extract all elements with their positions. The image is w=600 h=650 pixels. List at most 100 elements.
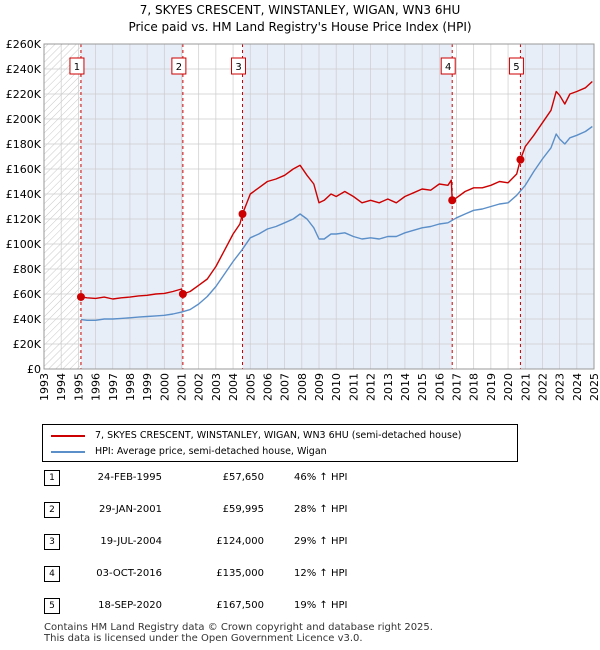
x-tick-label: 2020 bbox=[502, 373, 515, 401]
legend-swatch-property bbox=[51, 434, 85, 437]
footer-copyright: Contains HM Land Registry data © Crown c… bbox=[44, 622, 433, 633]
x-tick-label: 2008 bbox=[296, 373, 309, 401]
x-tick-label: 2019 bbox=[485, 373, 498, 401]
sale-label-box bbox=[69, 57, 85, 75]
x-tick-label: 2006 bbox=[261, 373, 274, 401]
sale-band bbox=[242, 44, 453, 369]
sale-point bbox=[178, 290, 187, 299]
sale-date: 24-FEB-1995 bbox=[97, 472, 162, 483]
footer: Contains HM Land Registry data © Crown c… bbox=[44, 622, 433, 644]
x-tick-label: 2004 bbox=[227, 373, 240, 401]
sale-date: 18-SEP-2020 bbox=[98, 600, 162, 611]
sale-row: 1 24-FEB-1995 £57,650 46% ↑ HPI bbox=[44, 470, 564, 488]
sale-label-box bbox=[171, 57, 187, 75]
x-tick-label: 2001 bbox=[176, 373, 189, 401]
sale-label-text: 4 bbox=[445, 62, 451, 73]
legend-item-hpi: HPI: Average price, semi-detached house,… bbox=[51, 446, 327, 457]
x-tick-label: 2016 bbox=[433, 373, 446, 401]
x-tick-label: 1998 bbox=[124, 373, 137, 401]
y-tick-label: £100K bbox=[6, 238, 42, 251]
x-tick-label: 2000 bbox=[158, 373, 171, 401]
plot-frame bbox=[43, 43, 595, 370]
sale-label-box bbox=[231, 57, 247, 75]
x-tick-label: 1993 bbox=[38, 373, 51, 401]
chart-title: 7, SKYES CRESCENT, WINSTANLEY, WIGAN, WN… bbox=[0, 2, 600, 36]
property-price-line bbox=[80, 80, 593, 300]
x-tick-label: 2017 bbox=[451, 373, 464, 401]
y-tick-label: £140K bbox=[6, 188, 42, 201]
sale-point bbox=[76, 292, 85, 301]
y-axis-ticks: £0 £20K £40K £60K £80K £100K £120K £140K £160K £1… bbox=[6, 38, 42, 376]
sale-label-box bbox=[508, 57, 524, 75]
sale-hpi-diff: 12% ↑ HPI bbox=[294, 568, 348, 579]
x-tick-label: 1996 bbox=[90, 373, 103, 401]
y-tick-label: £40K bbox=[13, 313, 42, 326]
y-tick-label: £220K bbox=[6, 88, 42, 101]
x-tick-label: 2003 bbox=[210, 373, 223, 401]
chart-legend: 7, SKYES CRESCENT, WINSTANLEY, WIGAN, WN… bbox=[42, 424, 518, 462]
x-tick-label: 2015 bbox=[416, 373, 429, 401]
y-tick-label: £80K bbox=[13, 263, 42, 276]
sale-number: 1 bbox=[44, 470, 60, 486]
sale-marker-lines bbox=[80, 44, 521, 369]
x-tick-label: 2002 bbox=[193, 373, 206, 401]
x-tick-label: 2018 bbox=[468, 373, 481, 401]
y-tick-label: £60K bbox=[13, 288, 42, 301]
y-tick-label: £260K bbox=[6, 38, 42, 51]
x-tick-label: 1999 bbox=[141, 373, 154, 401]
sale-label-text: 1 bbox=[74, 62, 80, 73]
x-tick-label: 1995 bbox=[72, 373, 85, 401]
sale-label-text: 5 bbox=[513, 62, 519, 73]
sale-price: £135,000 bbox=[216, 568, 264, 579]
x-tick-label: 2013 bbox=[382, 373, 395, 401]
x-tick-label: 1994 bbox=[55, 373, 68, 401]
sale-number: 2 bbox=[44, 502, 60, 518]
legend-label-property: 7, SKYES CRESCENT, WINSTANLEY, WIGAN, WN… bbox=[95, 430, 462, 441]
legend-swatch-hpi bbox=[51, 450, 85, 453]
x-tick-label: 1997 bbox=[107, 373, 120, 401]
x-axis-ticks: 1993 1994 1995 1996 1997 1998 1999 2000 2001 2002… bbox=[38, 373, 600, 401]
sale-number: 5 bbox=[44, 598, 60, 614]
sale-label-box bbox=[440, 57, 456, 75]
legend-label-hpi: HPI: Average price, semi-detached house,… bbox=[95, 446, 327, 457]
sale-row: 3 19-JUL-2004 £124,000 29% ↑ HPI bbox=[44, 534, 564, 552]
sale-date: 19-JUL-2004 bbox=[100, 536, 162, 547]
legend-item-property: 7, SKYES CRESCENT, WINSTANLEY, WIGAN, WN… bbox=[51, 430, 462, 441]
x-tick-label: 2024 bbox=[571, 373, 584, 401]
y-tick-label: £160K bbox=[6, 163, 42, 176]
y-tick-label: £200K bbox=[6, 113, 42, 126]
hpi-line bbox=[80, 125, 593, 321]
sale-number: 4 bbox=[44, 566, 60, 582]
x-tick-label: 2023 bbox=[554, 373, 567, 401]
x-tick-label: 2010 bbox=[330, 373, 343, 401]
x-tick-label: 2022 bbox=[536, 373, 549, 401]
x-tick-label: 2007 bbox=[279, 373, 292, 401]
x-tick-label: 2011 bbox=[347, 373, 360, 401]
sale-point bbox=[448, 196, 457, 205]
sale-labels: 1 2 3 4 5 bbox=[69, 57, 524, 75]
sale-price: £57,650 bbox=[222, 472, 264, 483]
sale-bands bbox=[44, 44, 594, 369]
y-tick-label: £180K bbox=[6, 138, 42, 151]
sale-price: £59,995 bbox=[222, 504, 264, 515]
y-tick-label: £240K bbox=[6, 63, 42, 76]
sale-row: 4 03-OCT-2016 £135,000 12% ↑ HPI bbox=[44, 566, 564, 584]
pre-data-hatch bbox=[44, 44, 81, 369]
sale-point bbox=[238, 210, 247, 218]
x-tick-label: 2021 bbox=[519, 373, 532, 401]
sale-hpi-diff: 29% ↑ HPI bbox=[294, 536, 348, 547]
sale-number: 3 bbox=[44, 534, 60, 550]
x-tick-label: 2014 bbox=[399, 373, 412, 401]
x-tick-label: 2012 bbox=[365, 373, 378, 401]
sale-date: 03-OCT-2016 bbox=[96, 568, 162, 579]
y-tick-label: £120K bbox=[6, 213, 42, 226]
y-tick-label: £0 bbox=[27, 363, 41, 376]
sale-price: £167,500 bbox=[216, 600, 264, 611]
sale-point bbox=[516, 155, 525, 164]
sale-price: £124,000 bbox=[216, 536, 264, 547]
sale-label-text: 2 bbox=[176, 62, 182, 73]
sale-row: 2 29-JAN-2001 £59,995 28% ↑ HPI bbox=[44, 502, 564, 520]
x-tick-label: 2025 bbox=[588, 373, 600, 401]
sale-points bbox=[76, 155, 525, 301]
sale-hpi-diff: 46% ↑ HPI bbox=[294, 472, 348, 483]
